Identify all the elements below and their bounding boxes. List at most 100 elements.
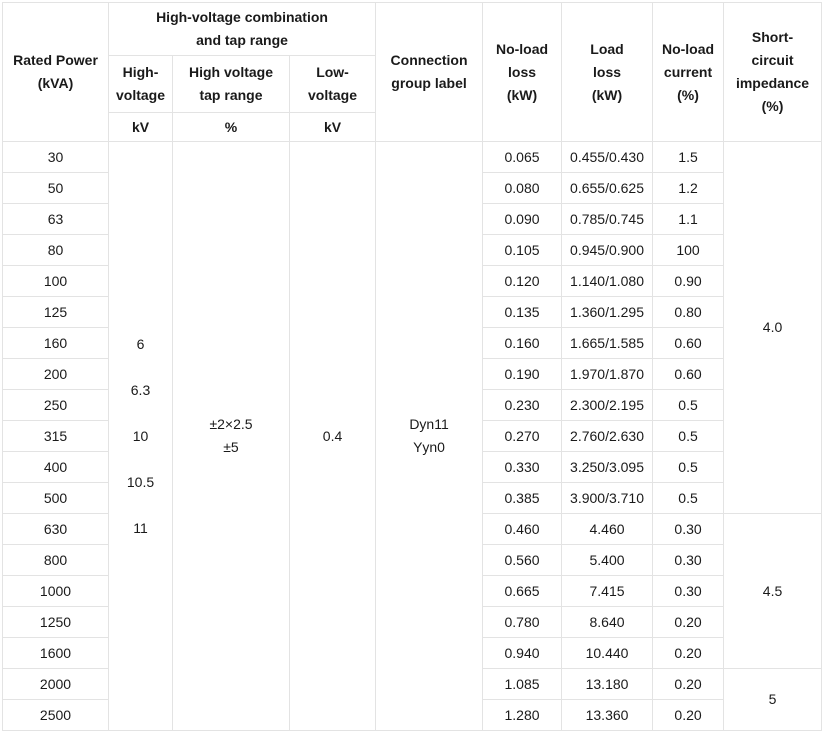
- load-loss-header: Load loss (kW): [561, 2, 654, 142]
- load-loss-cell: 1.665/1.585: [561, 327, 654, 359]
- lv-header: Low-voltage: [288, 55, 377, 113]
- load-loss-cell: 0.455/0.430: [561, 141, 654, 173]
- noload-current-cell: 0.60: [652, 327, 725, 359]
- noload-loss-cell: 1.280: [482, 699, 563, 731]
- rated-power-cell: 400: [2, 451, 109, 483]
- noload-current-cell: 1.2: [652, 172, 725, 204]
- table-row: 200 0.190 1.970/1.870 0.60: [2, 358, 822, 390]
- rated-power-cell: 200: [2, 358, 109, 390]
- hv-unit: kV: [108, 112, 173, 142]
- noload-loss-cell: 0.080: [482, 172, 563, 204]
- noload-current-cell: 0.30: [652, 513, 725, 545]
- impedance-cell: 4.0: [723, 141, 823, 514]
- noload-current-cell: 0.20: [652, 699, 725, 731]
- rated-power-cell: 250: [2, 389, 109, 421]
- table-row: 30 6 6.3 10 10.5 11 ±2×2.5 ±5 0.4 Dyn11 Yyn0 0.065 0…: [2, 141, 823, 731]
- table-row: 250 0.230 2.300/2.195 0.5: [2, 389, 822, 421]
- table-row: 1600 0.940 10.440 0.20: [2, 637, 822, 669]
- table-row: 1250 0.780 8.640 0.20: [2, 606, 822, 638]
- load-loss-cell: 0.655/0.625: [561, 172, 654, 204]
- noload-loss-cell: 0.105: [482, 234, 563, 266]
- table-row: 800 0.560 5.400 0.30: [2, 544, 822, 576]
- noload-current-cell: 1.5: [652, 141, 725, 173]
- noload-current-cell: 0.5: [652, 451, 725, 483]
- load-loss-cell: 13.180: [561, 668, 654, 700]
- impedance-cell: 5: [723, 668, 823, 731]
- noload-current-header: No-load current (%): [652, 2, 725, 142]
- table-row: 1000 0.665 7.415 0.30: [2, 575, 822, 607]
- table-header: Rated Power (kVA) High-voltage combinatio…: [2, 2, 823, 142]
- hv-values-cell: 6 6.3 10 10.5 11: [108, 141, 173, 731]
- noload-current-cell: 0.5: [652, 389, 725, 421]
- noload-current-cell: 0.5: [652, 420, 725, 452]
- rated-power-cell: 2500: [2, 699, 109, 731]
- rated-power-cell: 1600: [2, 637, 109, 669]
- noload-loss-header: No-load loss (kW): [482, 2, 563, 142]
- table-row: 630 0.460 4.460 0.30 4.5: [2, 513, 823, 669]
- lv-value-cell: 0.4: [288, 141, 377, 731]
- lv-unit: kV: [288, 112, 377, 142]
- load-loss-cell: 3.250/3.095: [561, 451, 654, 483]
- tap-range-cell: ±2×2.5 ±5: [172, 141, 290, 731]
- table-row: 50 0.080 0.655/0.625 1.2: [2, 172, 822, 204]
- rated-power-cell: 800: [2, 544, 109, 576]
- table-row: 100 0.120 1.140/1.080 0.90: [2, 265, 822, 297]
- load-loss-cell: 2.760/2.630: [561, 420, 654, 452]
- hv-header: High-voltage: [108, 55, 173, 113]
- noload-loss-cell: 0.330: [482, 451, 563, 483]
- noload-current-cell: 0.30: [652, 544, 725, 576]
- tap-unit: %: [172, 112, 290, 142]
- noload-current-cell: 0.80: [652, 296, 725, 328]
- noload-current-cell: 0.60: [652, 358, 725, 390]
- load-loss-cell: 4.460: [561, 513, 654, 545]
- hv-combination-header: High-voltage combination and tap range: [107, 2, 377, 56]
- load-loss-cell: 1.140/1.080: [561, 265, 654, 297]
- rated-power-cell: 315: [2, 420, 109, 452]
- noload-loss-cell: 0.090: [482, 203, 563, 235]
- rated-power-header: Rated Power (kVA): [2, 2, 109, 142]
- noload-current-cell: 0.20: [652, 606, 725, 638]
- noload-current-cell: 0.5: [652, 482, 725, 514]
- load-loss-cell: 8.640: [561, 606, 654, 638]
- rated-power-cell: 1250: [2, 606, 109, 638]
- rated-power-cell: 100: [2, 265, 109, 297]
- hv-tap-range-header: High voltage tap range: [172, 55, 290, 113]
- connection-group-header: Connection group label: [375, 2, 484, 142]
- noload-current-cell: 0.20: [652, 637, 725, 669]
- load-loss-cell: 10.440: [561, 637, 654, 669]
- load-loss-cell: 1.970/1.870: [561, 358, 654, 390]
- load-loss-cell: 1.360/1.295: [561, 296, 654, 328]
- noload-loss-cell: 0.065: [482, 141, 563, 173]
- table-row: 160 0.160 1.665/1.585 0.60: [2, 327, 822, 359]
- transformer-spec-table: Rated Power (kVA) High-voltage combinatio…: [2, 2, 823, 731]
- rated-power-cell: 500: [2, 482, 109, 514]
- rated-power-cell: 1000: [2, 575, 109, 607]
- load-loss-cell: 0.945/0.900: [561, 234, 654, 266]
- table-row: 80 0.105 0.945/0.900 100: [2, 234, 822, 266]
- noload-current-cell: 100: [652, 234, 725, 266]
- noload-loss-cell: 0.120: [482, 265, 563, 297]
- noload-loss-cell: 0.160: [482, 327, 563, 359]
- rated-power-cell: 160: [2, 327, 109, 359]
- rated-power-cell: 125: [2, 296, 109, 328]
- table-row: 63 0.090 0.785/0.745 1.1: [2, 203, 822, 235]
- noload-loss-cell: 0.940: [482, 637, 563, 669]
- sc-impedance-header: Short-circuit impedance (%): [723, 2, 823, 142]
- noload-loss-cell: 0.190: [482, 358, 563, 390]
- noload-current-cell: 1.1: [652, 203, 725, 235]
- noload-loss-cell: 1.085: [482, 668, 563, 700]
- noload-loss-cell: 0.135: [482, 296, 563, 328]
- load-loss-cell: 7.415: [561, 575, 654, 607]
- rated-power-cell: 2000: [2, 668, 109, 700]
- rated-power-cell: 63: [2, 203, 109, 235]
- noload-loss-cell: 0.665: [482, 575, 563, 607]
- table-row: 500 0.385 3.900/3.710 0.5: [2, 482, 822, 514]
- load-loss-cell: 13.360: [561, 699, 654, 731]
- noload-loss-cell: 0.385: [482, 482, 563, 514]
- load-loss-cell: 0.785/0.745: [561, 203, 654, 235]
- noload-loss-cell: 0.560: [482, 544, 563, 576]
- noload-loss-cell: 0.230: [482, 389, 563, 421]
- noload-loss-cell: 0.270: [482, 420, 563, 452]
- load-loss-cell: 2.300/2.195: [561, 389, 654, 421]
- noload-current-cell: 0.20: [652, 668, 725, 700]
